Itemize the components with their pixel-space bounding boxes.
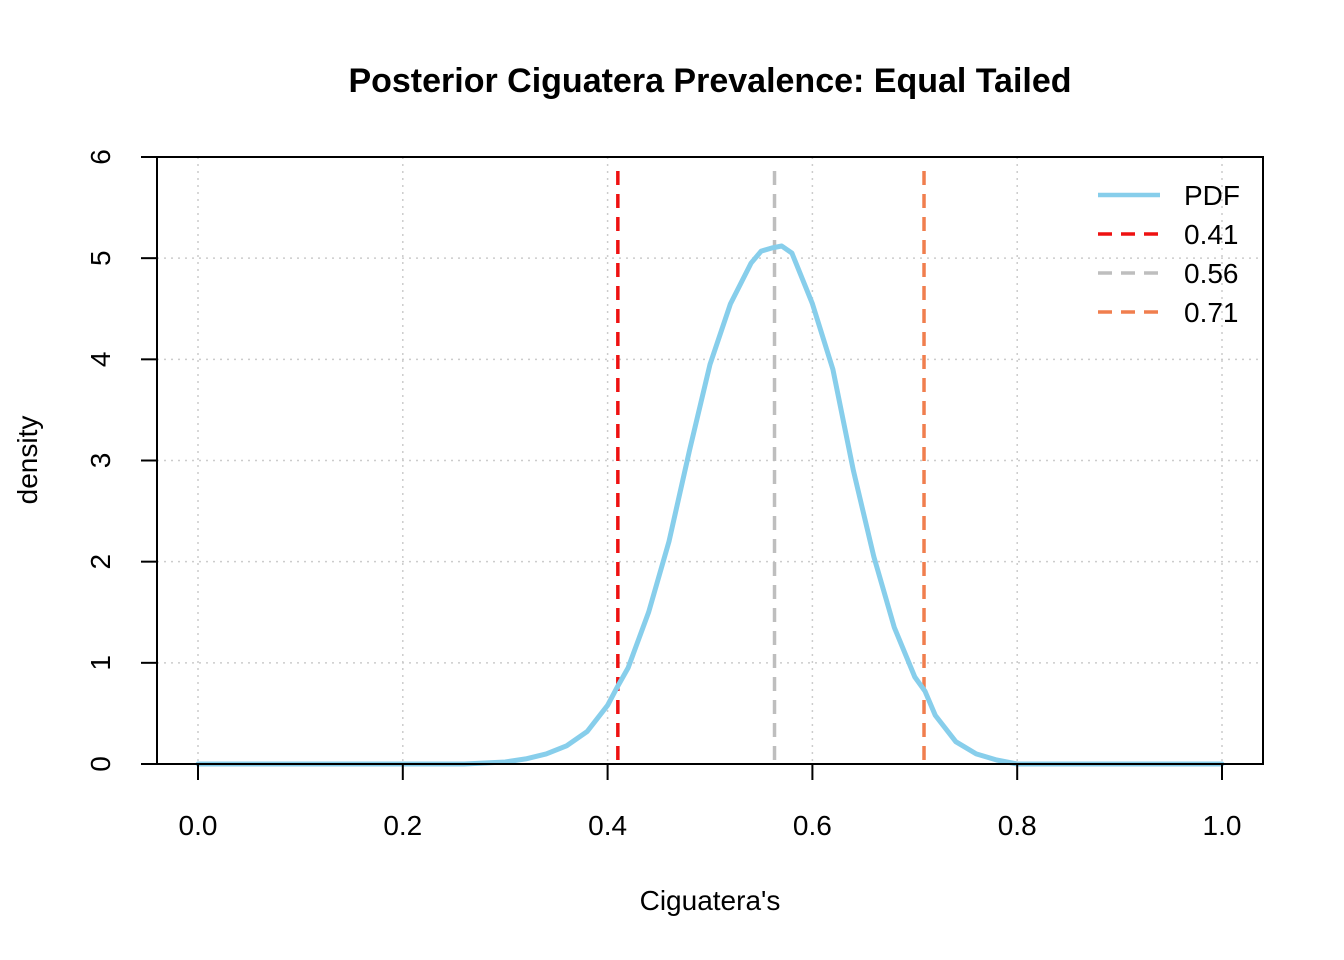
- y-tick-label: 4: [85, 352, 116, 368]
- x-tick-label: 0.4: [588, 810, 627, 841]
- legend-label-0.56: 0.56: [1184, 258, 1239, 289]
- y-tick-label: 0: [85, 756, 116, 772]
- x-tick-label: 0.8: [998, 810, 1037, 841]
- interval-lines: [616, 171, 926, 764]
- x-tick-label: 1.0: [1203, 810, 1242, 841]
- y-tick-label: 3: [85, 453, 116, 469]
- x-axis-label: Ciguatera's: [640, 885, 781, 916]
- legend-label-PDF: PDF: [1184, 180, 1240, 211]
- x-tick-label: 0.6: [793, 810, 832, 841]
- x-tick-label: 0.0: [179, 810, 218, 841]
- y-tick-label: 2: [85, 554, 116, 570]
- series: [195, 243, 1225, 767]
- legend-label-0.71: 0.71: [1184, 297, 1239, 328]
- y-tick-label: 1: [85, 655, 116, 671]
- x-tick-label: 0.2: [383, 810, 422, 841]
- y-axis: 0 1 2 3 4 5 6: [85, 149, 158, 772]
- y-axis-label: density: [12, 416, 43, 505]
- y-tick-label: 6: [85, 149, 116, 165]
- series-line-pdf: [195, 243, 1225, 767]
- grid: [157, 157, 1263, 765]
- x-axis: 0.0 0.2 0.4 0.6 0.8 1.0: [179, 763, 1242, 841]
- legend: PDF 0.41 0.56 0.71: [1098, 180, 1240, 328]
- chart-title: Posterior Ciguatera Prevalence: Equal Ta…: [348, 62, 1071, 100]
- y-tick-label: 5: [85, 250, 116, 266]
- legend-label-0.41: 0.41: [1184, 219, 1239, 250]
